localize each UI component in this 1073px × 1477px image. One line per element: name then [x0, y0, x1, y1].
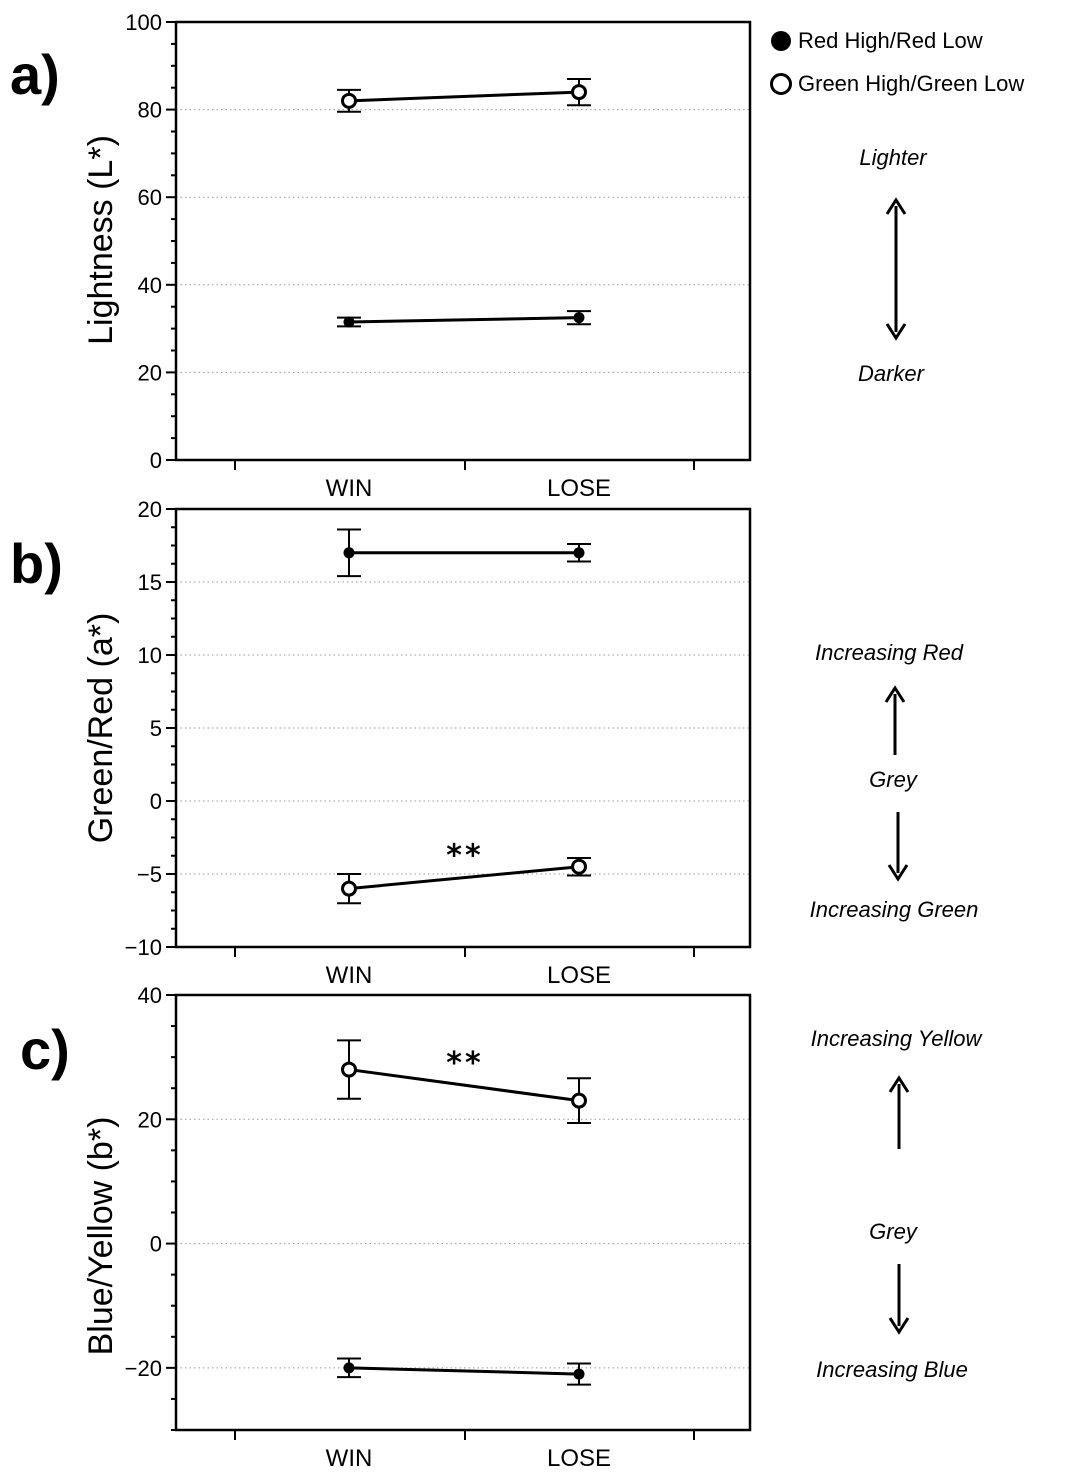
y-tick-label-a-3: 60 — [138, 185, 162, 210]
direction-label-bottom-c: Increasing Blue — [816, 1357, 968, 1382]
panel-c: c) Blue/Yellow (b*) −20 0 20 40 WIN LOSE ** In… — [20, 983, 984, 1472]
data-point-a-red-1 — [573, 312, 585, 324]
y-tick-label-b-6: 20 — [138, 497, 162, 522]
panel-a: a) Lightness (L*) 0 20 40 60 80 100 WIN LOSE Li… — [10, 10, 928, 502]
data-point-b-green-1 — [571, 858, 587, 875]
y-tick-label-c-0: −20 — [125, 1356, 162, 1381]
x-tick-label-a-1: LOSE — [547, 475, 611, 502]
plot-area-b: −10 −5 0 5 10 15 20 WIN LOSE ** — [125, 497, 752, 989]
significance-marker-c: ** — [446, 1046, 483, 1081]
legend-label-green: Green High/Green Low — [798, 71, 1024, 96]
arrow-up-icon — [888, 1075, 910, 1093]
data-point-a-green-1 — [571, 84, 587, 101]
arrow-down-icon — [888, 1317, 910, 1335]
plot-area-a: 0 20 40 60 80 100 WIN LOSE — [125, 10, 752, 502]
direction-label-top-c: Increasing Yellow — [811, 1026, 984, 1051]
x-tick-label-c-0: WIN — [326, 1445, 373, 1472]
data-point-c-green-0 — [341, 1061, 357, 1078]
y-tick-label-c-3: 40 — [138, 983, 162, 1008]
plot-frame-a — [174, 20, 752, 462]
y-tick-label-a-2: 40 — [138, 273, 162, 298]
panel-label-a: a) — [10, 43, 60, 106]
data-point-c-red-1 — [573, 1368, 585, 1380]
legend-marker-filled — [771, 31, 791, 51]
y-tick-label-a-5: 100 — [125, 10, 162, 35]
data-point-a-green-0 — [341, 92, 357, 109]
panel-b: b) Green/Red (a*) −10 −5 0 5 10 15 20 WIN LOSE **… — [10, 497, 978, 989]
y-axis-label-b: Green/Red (a*) — [82, 613, 120, 844]
series-line-b-green — [348, 865, 580, 891]
arrow-up-icon — [885, 197, 907, 215]
y-tick-label-a-4: 80 — [138, 98, 162, 123]
y-tick-label-b-1: −5 — [137, 862, 162, 887]
y-tick-label-c-2: 20 — [138, 1107, 162, 1132]
data-point-a-red-0 — [343, 316, 355, 328]
y-tick-label-b-2: 0 — [150, 789, 162, 814]
y-tick-label-b-0: −10 — [125, 935, 162, 960]
series-line-c-red — [348, 1366, 580, 1376]
significance-marker-b: ** — [446, 839, 483, 874]
x-tick-label-b-1: LOSE — [547, 962, 611, 989]
direction-label-bottom-a: Darker — [858, 361, 926, 386]
plot-frame-b — [174, 507, 752, 949]
y-tick-label-a-0: 0 — [150, 448, 162, 473]
legend-marker-open — [770, 73, 792, 95]
y-axis-label-a: Lightness (L*) — [82, 135, 120, 345]
x-tick-label-a-0: WIN — [326, 475, 373, 502]
arrow-down-icon — [885, 323, 907, 341]
direction-label-top-b: Increasing Red — [815, 640, 964, 665]
data-point-c-green-1 — [571, 1092, 587, 1109]
panel-label-b: b) — [10, 532, 63, 595]
data-point-b-red-1 — [573, 547, 585, 559]
data-point-b-green-0 — [341, 880, 357, 897]
y-tick-label-c-1: 0 — [150, 1232, 162, 1257]
x-tick-label-c-1: LOSE — [547, 1445, 611, 1472]
direction-annotation-c: Increasing Yellow Grey Increasing Blue — [811, 1026, 984, 1382]
data-point-b-red-0 — [343, 547, 355, 559]
y-tick-label-b-5: 15 — [138, 570, 162, 595]
plot-frame-c — [174, 993, 752, 1432]
direction-label-bottom-b: Increasing Green — [810, 897, 979, 922]
direction-annotation-b: Increasing Red Grey Increasing Green — [810, 640, 979, 922]
direction-label-middle-b: Grey — [869, 767, 919, 792]
arrow-up-icon — [884, 685, 906, 703]
series-line-a-green — [348, 90, 580, 103]
legend-label-red: Red High/Red Low — [798, 28, 983, 53]
direction-annotation-a: Lighter Darker — [858, 145, 928, 386]
series-line-c-green — [348, 1068, 580, 1103]
direction-label-top-a: Lighter — [859, 145, 928, 170]
legend: Red High/Red Low Green High/Green Low — [770, 28, 1024, 96]
y-axis-label-c: Blue/Yellow (b*) — [82, 1117, 120, 1356]
y-tick-label-a-1: 20 — [138, 360, 162, 385]
direction-label-middle-c: Grey — [869, 1219, 919, 1244]
y-tick-label-b-4: 10 — [138, 643, 162, 668]
data-point-c-red-0 — [343, 1362, 355, 1374]
series-line-a-red — [348, 316, 580, 324]
plot-area-c: −20 0 20 40 WIN LOSE ** — [125, 983, 752, 1472]
y-tick-label-b-3: 5 — [150, 716, 162, 741]
arrow-down-icon — [887, 864, 909, 882]
panel-label-c: c) — [20, 1018, 70, 1081]
x-tick-label-b-0: WIN — [326, 962, 373, 989]
